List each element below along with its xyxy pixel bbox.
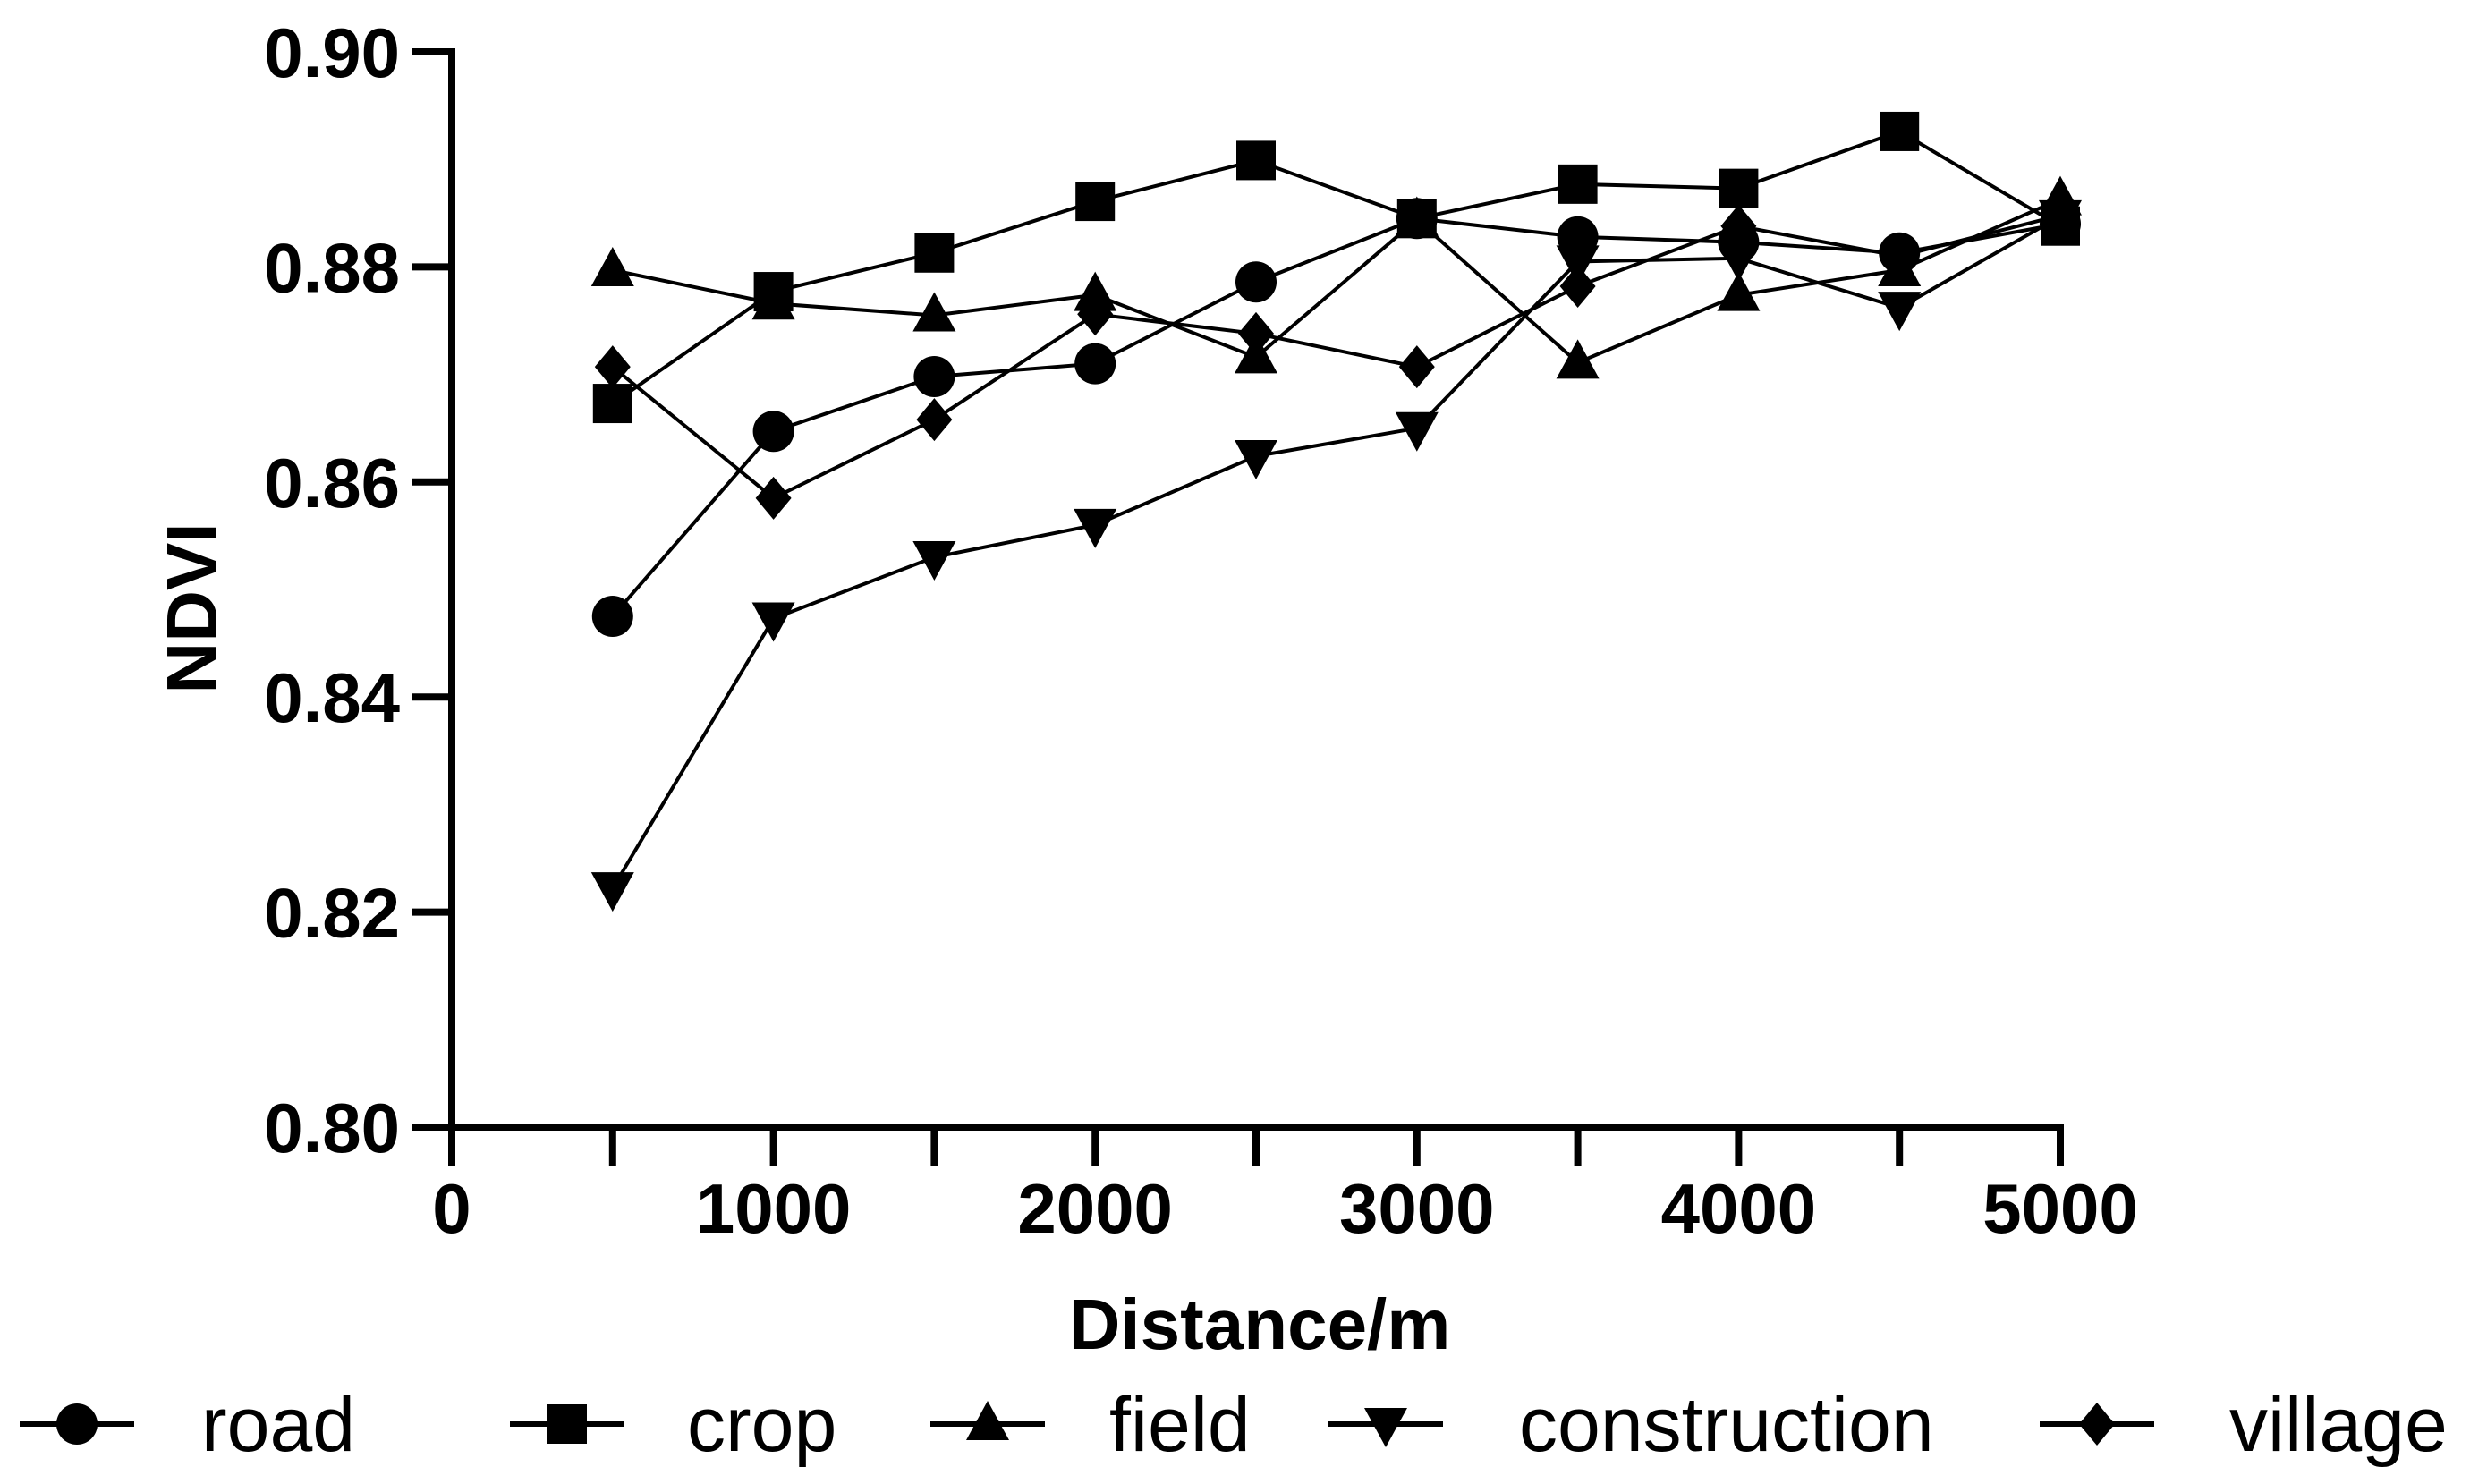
data-point-construction	[1395, 411, 1439, 452]
legend-label: road	[201, 1382, 355, 1468]
legend-item-crop: crop	[510, 1382, 836, 1468]
data-point-crop	[914, 233, 955, 273]
x-tick-label: 0	[432, 1169, 471, 1248]
series-line-road	[611, 216, 2061, 618]
data-point-road	[913, 356, 955, 398]
legend-item-construction: construction	[1328, 1382, 1934, 1468]
data-point-construction	[751, 602, 795, 642]
legend-item-village: village	[2040, 1382, 2448, 1468]
data-point-crop	[592, 384, 632, 424]
legend-label: field	[1109, 1382, 1251, 1468]
series-crop	[592, 111, 2080, 424]
series-field	[590, 175, 2082, 379]
data-point-road	[1074, 343, 1116, 385]
data-point-field	[1395, 196, 1439, 236]
data-point-construction	[1878, 292, 1922, 332]
data-point-field	[590, 247, 634, 287]
x-tick-label: 5000	[1982, 1169, 2138, 1248]
data-point-field	[1717, 271, 1761, 311]
data-point-village	[1881, 234, 1918, 278]
legend-label: village	[2229, 1382, 2448, 1468]
legend-label: construction	[1519, 1382, 1934, 1468]
legend: road crop field construction village	[20, 1382, 2448, 1468]
data-point-village	[755, 476, 792, 520]
data-point-village	[1398, 345, 1435, 389]
x-axis-title: Distance/m	[1069, 1285, 1451, 1364]
data-point-field	[1074, 271, 1117, 311]
data-point-field	[751, 280, 795, 320]
series-village	[594, 193, 2078, 520]
data-point-village	[1720, 204, 1757, 248]
data-point-construction	[1074, 508, 1117, 548]
series-line-village	[611, 213, 2061, 501]
legend-marker-field	[966, 1401, 1009, 1440]
x-tick-label: 4000	[1661, 1169, 1817, 1248]
data-point-village	[594, 345, 631, 389]
x-tick-label: 3000	[1339, 1169, 1495, 1248]
legend-marker-village	[2079, 1403, 2115, 1446]
data-point-village	[1077, 293, 1114, 336]
y-tick-label: 0.84	[264, 658, 400, 737]
x-tick-label: 2000	[1017, 1169, 1173, 1248]
data-point-village	[1559, 265, 1596, 309]
series-layer	[590, 111, 2082, 912]
y-tick-label: 0.80	[264, 1089, 400, 1167]
x-tick-label: 1000	[696, 1169, 852, 1248]
y-tick-label: 0.90	[264, 13, 400, 92]
legend-item-road: road	[20, 1382, 355, 1468]
data-point-crop	[1558, 164, 1598, 204]
legend-marker-road	[56, 1403, 98, 1445]
data-point-field	[1556, 339, 1600, 379]
data-point-village	[2042, 193, 2078, 237]
data-point-crop	[1075, 182, 1116, 222]
y-tick-label: 0.82	[264, 874, 400, 953]
legend-item-field: field	[930, 1382, 1251, 1468]
series-line-field	[612, 197, 2061, 365]
series-line-crop	[611, 129, 2062, 405]
data-point-road	[591, 596, 633, 638]
data-point-crop	[1719, 168, 1759, 208]
data-point-crop	[1236, 140, 1276, 181]
legend-marker-construction	[1364, 1408, 1407, 1447]
data-point-road	[752, 411, 794, 453]
legend-marker-crop	[547, 1404, 587, 1444]
y-tick-label: 0.88	[264, 228, 400, 307]
data-point-road	[1235, 261, 1277, 303]
y-axis-title: NDVI	[152, 522, 232, 693]
data-point-construction	[1717, 242, 1761, 282]
data-point-construction	[1235, 439, 1277, 479]
y-tick-label: 0.86	[264, 444, 400, 522]
series-road	[591, 198, 2081, 638]
data-point-field	[912, 292, 956, 332]
data-point-village	[1238, 311, 1274, 355]
data-point-construction	[912, 540, 956, 581]
data-point-construction	[590, 872, 634, 912]
axes: 0.80 0.82 0.84 0.86 0.88 0.90 0 1000 2000 3000 400…	[264, 13, 2138, 1248]
data-point-village	[916, 398, 953, 442]
series-line-construction	[611, 215, 2061, 890]
legend-label: crop	[687, 1382, 836, 1468]
data-point-crop	[1880, 111, 1920, 151]
